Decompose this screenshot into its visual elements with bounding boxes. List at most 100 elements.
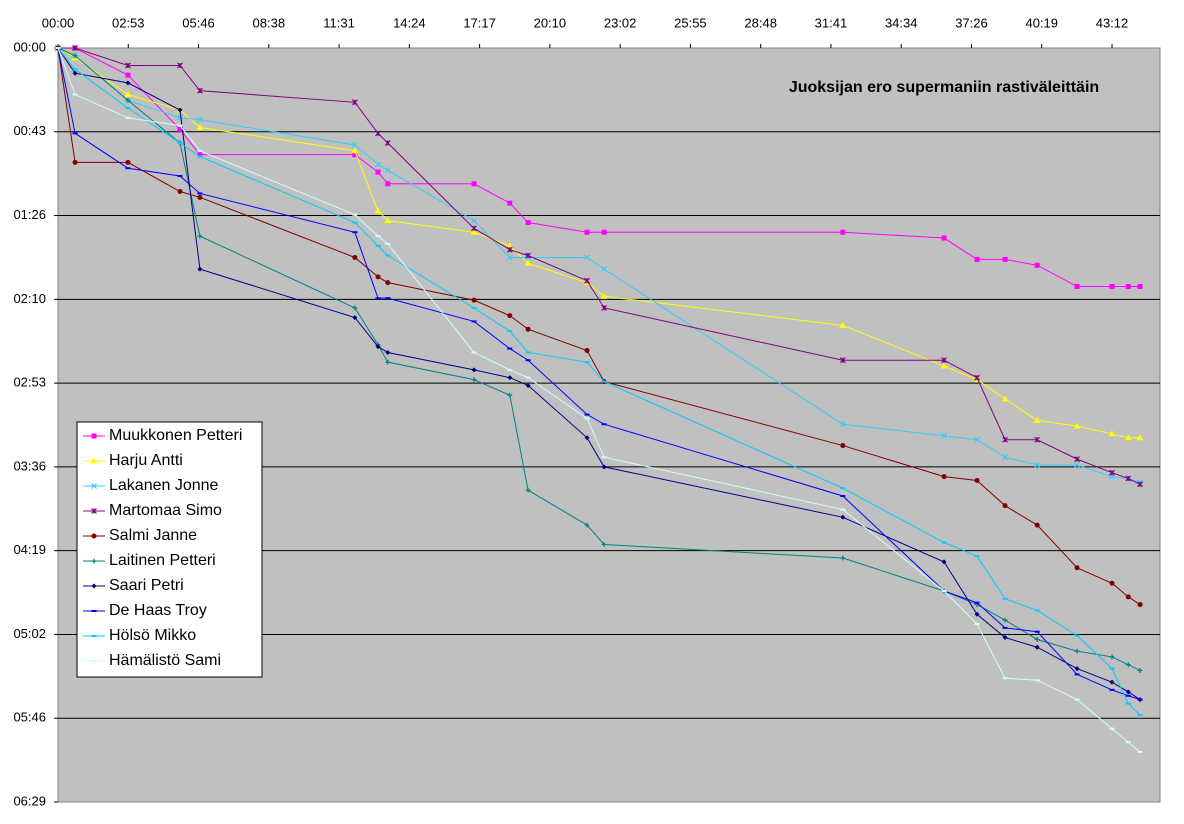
legend-marker <box>90 457 98 464</box>
x-tick-label: 25:55 <box>674 15 707 30</box>
data-point <box>1034 262 1040 268</box>
data-point <box>1109 284 1115 290</box>
y-tick-label: 03:36 <box>13 458 46 473</box>
data-point <box>601 541 607 547</box>
data-point <box>839 357 846 364</box>
x-tick-label: 20:10 <box>534 15 567 30</box>
data-point <box>384 140 391 146</box>
data-point <box>941 357 947 364</box>
legend-marker <box>91 533 97 539</box>
data-point <box>584 254 590 261</box>
data-point <box>1074 648 1080 654</box>
data-point <box>351 99 358 106</box>
chart-title: Juoksijan ero supermaniin rastiväleittäi… <box>789 79 1099 96</box>
data-point <box>1002 635 1008 641</box>
data-point <box>941 474 947 480</box>
data-point <box>471 217 477 224</box>
x-tick-label: 23:02 <box>604 15 637 30</box>
data-point <box>196 87 203 94</box>
data-point <box>840 229 846 235</box>
data-point <box>507 200 513 206</box>
legend-marker <box>91 433 97 439</box>
data-point <box>839 421 846 428</box>
data-point <box>524 259 532 266</box>
data-point <box>525 252 532 259</box>
data-point <box>1002 436 1008 443</box>
series-line <box>58 47 1141 485</box>
x-tick-label: 34:34 <box>885 15 918 30</box>
legend-label: Lakanen Jonne <box>109 477 219 494</box>
data-point <box>941 559 947 565</box>
data-point <box>177 126 183 132</box>
x-tick-label: 28:48 <box>744 15 777 30</box>
y-tick-label: 06:29 <box>13 793 46 808</box>
y-tick-label: 01:26 <box>13 207 46 222</box>
x-tick-label: 14:24 <box>393 15 426 30</box>
data-point <box>1002 256 1008 262</box>
data-point <box>385 181 391 187</box>
data-point <box>506 254 513 261</box>
data-point <box>384 217 392 224</box>
y-tick-label: 05:02 <box>13 626 46 641</box>
data-point <box>1074 666 1080 672</box>
legend-marker <box>91 583 97 589</box>
data-point <box>470 228 478 235</box>
data-point <box>1125 662 1131 668</box>
data-point <box>352 152 358 158</box>
data-point <box>601 266 608 273</box>
data-point <box>1074 565 1080 571</box>
data-point <box>196 124 204 131</box>
y-tick-label: 00:00 <box>13 39 46 54</box>
data-point <box>351 142 358 148</box>
data-point <box>1125 284 1131 290</box>
data-point <box>471 181 477 187</box>
data-point <box>974 477 980 483</box>
y-tick-label: 05:46 <box>13 710 46 725</box>
data-point <box>375 169 381 175</box>
data-point <box>471 367 477 373</box>
legend-label: Hölsö Mikko <box>109 627 196 644</box>
legend-label: Muukkonen Petteri <box>109 427 242 444</box>
series-line <box>57 47 1141 483</box>
data-point <box>1109 469 1115 476</box>
data-point <box>125 97 131 103</box>
data-point <box>506 246 513 253</box>
legend-label: Saari Petri <box>109 577 184 594</box>
data-point <box>1124 434 1132 441</box>
data-point <box>506 242 514 249</box>
data-point <box>72 70 78 76</box>
legend-label: Salmi Janne <box>109 527 197 544</box>
series-line <box>57 47 1141 753</box>
legend-label: Hämälistö Sami <box>109 652 221 669</box>
data-point <box>1109 654 1115 660</box>
data-point <box>1074 284 1080 290</box>
data-point <box>525 220 531 226</box>
y-tick-label: 02:10 <box>13 291 46 306</box>
data-point <box>839 321 847 328</box>
data-point <box>1137 602 1143 608</box>
data-point <box>1136 434 1144 441</box>
data-point <box>974 611 980 617</box>
data-point <box>125 72 131 78</box>
data-point <box>584 522 590 528</box>
data-point <box>1073 422 1081 429</box>
data-point <box>197 233 203 239</box>
data-point <box>941 432 947 439</box>
data-point <box>940 362 948 369</box>
legend-label: De Haas Troy <box>109 602 207 619</box>
data-point <box>385 349 391 355</box>
data-point <box>177 107 183 113</box>
legend-marker <box>91 483 97 489</box>
data-point <box>72 53 78 59</box>
data-point <box>471 297 477 303</box>
data-point <box>1074 462 1080 468</box>
data-point <box>974 436 980 443</box>
x-tick-label: 11:31 <box>323 15 355 30</box>
data-point <box>1034 644 1040 650</box>
data-point <box>584 229 590 235</box>
y-tick-label: 02:53 <box>13 375 46 390</box>
data-point <box>1137 668 1143 674</box>
x-tick-label: 37:26 <box>955 15 988 30</box>
data-point <box>72 159 78 165</box>
data-point <box>1125 594 1131 600</box>
